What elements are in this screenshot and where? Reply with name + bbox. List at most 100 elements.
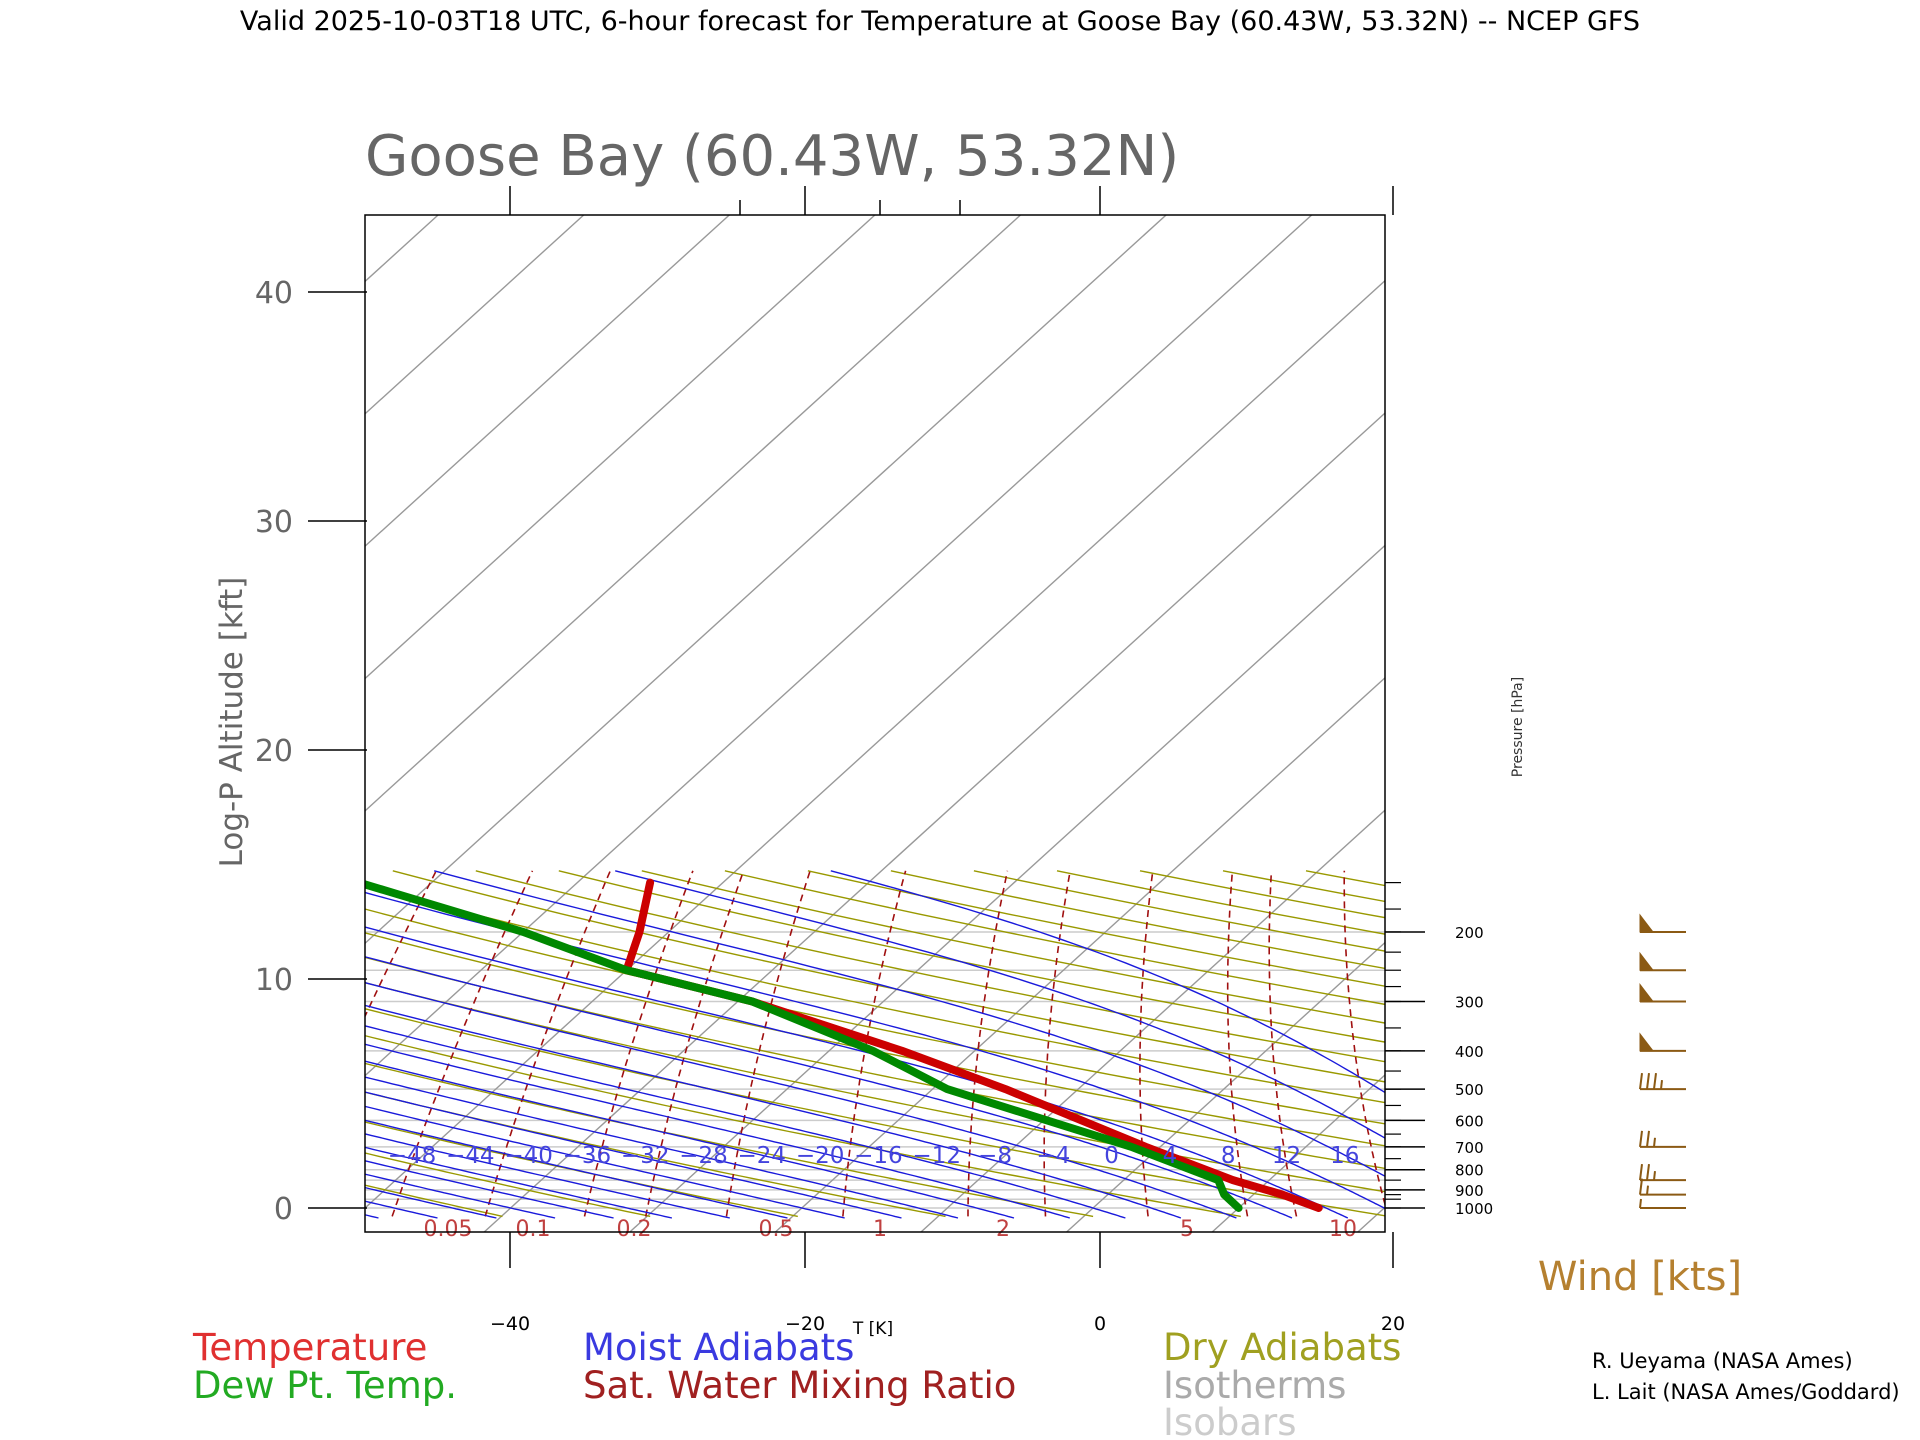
dry-adiabat [1139,870,1385,919]
wind-barb-half [1639,1198,1642,1209]
isotherm-line [365,279,1385,1209]
moist-adiabat [365,1173,556,1219]
moist-adiabat-label: 8 [1221,1143,1236,1169]
moist-adiabat-label: −20 [796,1143,845,1169]
moist-adiabat [830,870,1385,1094]
moist-adiabat [615,870,1385,1139]
moist-adiabat [365,1091,902,1219]
pressure-tick-label: 1000 [1455,1200,1493,1218]
isotherm-line [365,215,1021,812]
data-layer [365,878,1323,1212]
legend-mixing-ratio: Sat. Water Mixing Ratio [583,1364,1016,1407]
isotherm-line [629,544,1385,1232]
y-tick-label: 40 [255,276,293,311]
mixing-ratio-line [391,870,534,1217]
pressure-tick-label: 900 [1455,1182,1484,1200]
moist-adiabat-label: −32 [621,1143,670,1169]
mixing-ratio-line [484,870,612,1217]
mixing-ratio-label: 1 [873,1217,887,1242]
pressure-tick-label: 600 [1455,1112,1484,1130]
temperature-line [622,878,1323,1212]
moist-adiabat-label: −44 [446,1143,495,1169]
moist-adiabat-label: 0 [1104,1143,1119,1169]
dry-adiabat [365,932,1385,1147]
wind-barb-full [1639,1072,1643,1090]
isotherm-line [1503,215,1920,1232]
credit-2: L. Lait (NASA Ames/Goddard) [1592,1380,1900,1404]
plot-frame [364,214,1386,1233]
moist-adiabat [365,1214,379,1219]
isotherm-line [365,215,730,548]
dry-adiabat [1222,870,1385,903]
dry-adiabat [641,870,1385,1024]
dry-adiabat [365,1034,1241,1218]
pressure-tick-label: 800 [1455,1162,1484,1180]
isotherm-line [483,412,1385,1232]
moist-adiabat [365,1186,497,1219]
x-tick-label: −20 [785,1313,825,1335]
legend-dry-adiabats: Dry Adiabats [1163,1326,1401,1369]
moist-adiabat-label: −16 [854,1143,903,1169]
mixing-ratio-line [1139,870,1154,1217]
mixing-ratio-label: 10 [1329,1217,1357,1242]
wind-column [1639,913,1686,1209]
y-axis-label: Log-P Altitude [kft] [214,577,250,868]
moist-adiabat [365,1160,614,1219]
dry-adiabat [365,1152,651,1218]
legend-isotherms: Isotherms [1163,1364,1346,1407]
moist-adiabat-label: 4 [1163,1143,1178,1169]
dry-adiabat [365,885,1385,1104]
wind-barb-full [1646,1072,1650,1090]
moist-adiabat-label: 16 [1330,1143,1359,1169]
mixing-ratio-line [644,870,745,1217]
legend-dewpoint: Dew Pt. Temp. [193,1364,457,1407]
mixing-ratio-line [365,870,437,1018]
moist-adiabat-label: −40 [504,1143,553,1169]
dry-adiabat [392,870,1385,1083]
isotherm-line [365,215,1167,945]
isotherm-line [1211,1073,1385,1232]
moist-adiabat [365,1043,1070,1219]
wind-barb-half [1660,1080,1663,1090]
wind-barb-full [1639,1130,1643,1147]
axis-layer: −48 −44 −40 −36 −32 −28 −24 −20 −16 −12 −8 −4 0 4 8 12 1… [255,186,1493,1335]
wind-barb-pennant [1639,983,1655,1002]
dry-adiabat [1472,871,1920,1217]
mixing-ratio-line [1268,870,1298,1217]
moist-adiabat [365,1004,1182,1219]
legend-isobars: Isobars [1163,1401,1296,1440]
mixing-ratio-line [583,870,694,1217]
wind-barb-full [1646,1164,1650,1181]
wind-title: Wind [kts] [1538,1254,1742,1300]
pressure-tick-label: 200 [1455,924,1484,942]
mixing-ratio-label: 0.2 [617,1217,652,1242]
mixing-ratio-label: 0.5 [759,1217,794,1242]
credit-1: R. Ueyama (NASA Ames) [1592,1349,1853,1373]
wind-barb-pennant [1639,913,1655,933]
profile-lines [365,878,1323,1212]
moist-adiabat-label: −12 [912,1143,961,1169]
moist-adiabat [365,1060,1015,1219]
pressure-tick-label: 400 [1455,1043,1484,1061]
moist-adiabat-label: −48 [388,1143,437,1169]
pressure-tick-label: 500 [1455,1081,1484,1099]
x-axis-label: T [K] [852,1319,893,1339]
mixing-ratio-line [1343,870,1385,1208]
pressure-tick-label: 700 [1455,1139,1484,1157]
y-tick-label: 30 [255,505,293,540]
page-header: Valid 2025-10-03T18 UTC, 6-hour forecast… [240,6,1640,37]
x-tick-label: −40 [490,1313,530,1335]
isotherm-line [365,215,876,680]
mixing-ratio-label: 0.1 [516,1217,551,1242]
moist-adiabat [365,926,1349,1219]
wind-barb-half [1653,1171,1656,1181]
wind-barb-full [1646,1130,1650,1147]
y-tick-label: 0 [274,1192,293,1227]
isotherm-line [0,215,1,1232]
moist-adiabat [434,870,1385,1177]
wind-barb-pennant [1639,1032,1655,1052]
wind-barb-full [1639,1178,1643,1195]
moist-adiabat [365,981,1237,1219]
dry-adiabat [365,1184,503,1218]
